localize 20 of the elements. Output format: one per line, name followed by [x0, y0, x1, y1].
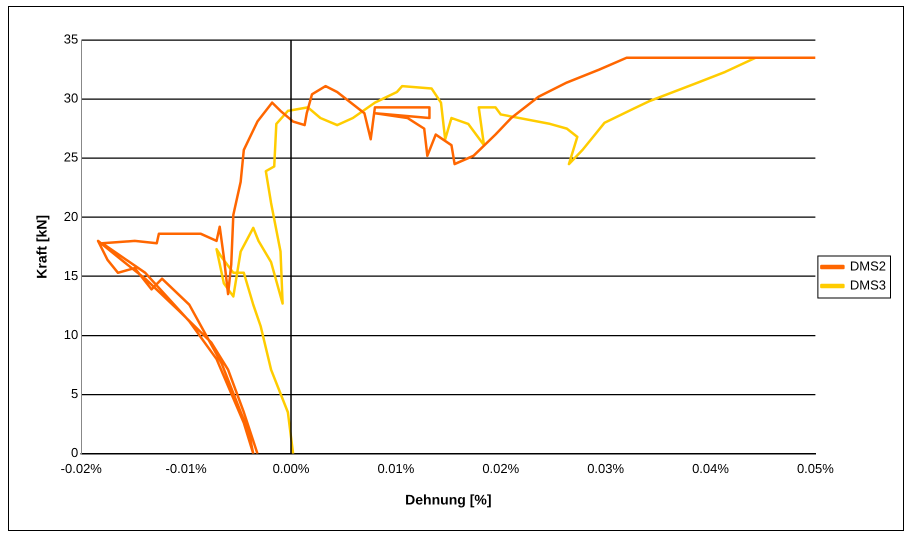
- y-tick-label: 15: [64, 268, 78, 283]
- y-tick-label: 0: [71, 445, 78, 460]
- y-tick-label: 25: [64, 150, 78, 165]
- x-axis-title: Dehnung [%]: [405, 491, 492, 508]
- x-tick-label: 0.01%: [377, 460, 415, 476]
- legend-label: DMS3: [850, 278, 886, 293]
- x-tick-label: 0.02%: [482, 460, 520, 476]
- y-tick-label: 5: [71, 386, 78, 402]
- legend-label: DMS2: [850, 258, 886, 274]
- y-tick-label: 10: [64, 327, 78, 342]
- x-tick-label: 0.00%: [272, 460, 310, 476]
- x-tick-label: 0.04%: [692, 460, 730, 476]
- x-tick-label: 0.05%: [796, 460, 834, 476]
- x-tick-label: 0.03%: [587, 460, 624, 476]
- x-tick-label: -0.01%: [166, 460, 208, 476]
- y-tick-label: 35: [64, 32, 78, 47]
- y-tick-label: 30: [64, 90, 78, 106]
- y-tick-label: 20: [64, 208, 78, 224]
- x-tick-label: -0.02%: [60, 460, 102, 476]
- y-axis-title: Kraft [kN]: [33, 214, 50, 279]
